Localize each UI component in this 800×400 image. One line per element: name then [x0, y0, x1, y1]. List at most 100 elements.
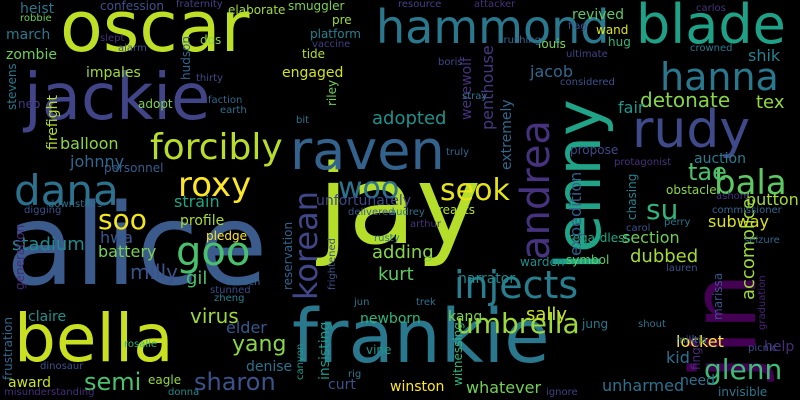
- word-umbrella: umbrella: [456, 307, 580, 340]
- word-marissa: marissa: [711, 272, 725, 320]
- word-stray: stray: [462, 91, 488, 102]
- word-winston: winston: [390, 379, 445, 395]
- word-detonate: detonate: [640, 88, 731, 112]
- word-rusty: rusty: [374, 233, 400, 244]
- word-frankie: frankie: [292, 294, 550, 380]
- word-dos: dos: [200, 33, 222, 47]
- word-forcibly: forcibly: [150, 127, 283, 168]
- word-firefight: firefight: [45, 95, 61, 150]
- word-johnny: johnny: [70, 152, 125, 171]
- word-bala: bala: [714, 163, 787, 203]
- word-lauren: lauren: [666, 263, 698, 274]
- word-hanna: hanna: [660, 55, 779, 99]
- word-stevens: stevens: [5, 63, 19, 110]
- word-truly: truly: [446, 147, 470, 158]
- word-stadium: stadium: [12, 234, 85, 255]
- word-dinosaur: dinosaur: [40, 361, 84, 372]
- word-militia: militia: [676, 335, 707, 346]
- word-kid: kid: [666, 348, 690, 367]
- word-auction: auction: [694, 151, 746, 167]
- word-narrator: narrator: [458, 271, 516, 287]
- word-penthouse: penthouse: [478, 45, 497, 130]
- word-warden: warden: [520, 255, 565, 269]
- word-crushing: crushing: [498, 35, 541, 46]
- word-chasing: chasing: [625, 173, 639, 220]
- word-jay: jay: [318, 141, 482, 269]
- word-hudson: hudson: [179, 35, 193, 80]
- word-subway: subway: [708, 212, 769, 231]
- word-rudy: rudy: [632, 100, 751, 160]
- word-engaged: engaged: [282, 65, 344, 81]
- word-crowned: crowned: [690, 43, 733, 54]
- word-dubbed: dubbed: [630, 246, 699, 267]
- word-considered: considered: [560, 77, 615, 88]
- word-section: section: [622, 228, 680, 247]
- word-digging: digging: [24, 205, 62, 216]
- word-sharon: sharon: [194, 368, 276, 396]
- word-jung: jung: [582, 317, 609, 331]
- word-robbie: robbie: [20, 13, 52, 24]
- word-thirty: thirty: [196, 73, 223, 84]
- word-alarm: alarm: [118, 43, 147, 54]
- word-wand: wand: [596, 23, 629, 37]
- word-vaccine: vaccine: [312, 39, 351, 50]
- word-faction: faction: [208, 95, 243, 106]
- word-goo: goo: [176, 229, 251, 275]
- word-gil: gil: [186, 268, 208, 289]
- word-impales: impales: [86, 65, 141, 81]
- word-award: award: [8, 375, 52, 391]
- word-eagle: eagle: [148, 373, 182, 387]
- word-revived: revived: [572, 7, 625, 23]
- word-extremely: extremely: [499, 99, 515, 170]
- word-whatever: whatever: [466, 378, 542, 397]
- word-jun: jun: [354, 297, 370, 308]
- word-downstairs: downstairs: [48, 199, 103, 210]
- word-seizure: seizure: [744, 235, 780, 246]
- word-march: march: [6, 27, 51, 43]
- word-hwa: hwa: [100, 228, 134, 247]
- word-adopted: adopted: [372, 108, 447, 129]
- word-alice: alice: [6, 181, 268, 311]
- word-frightened: frightened: [327, 237, 338, 290]
- word-fraternity: fraternity: [176, 0, 223, 10]
- word-pledge: pledge: [206, 229, 247, 243]
- word-reservation: reservation: [281, 221, 295, 290]
- word-misunderstanding: misunderstanding: [4, 387, 95, 398]
- word-flag: flag: [568, 21, 587, 32]
- word-balloon: balloon: [60, 134, 119, 153]
- word-locket: locket: [676, 332, 724, 351]
- word-platform: platform: [310, 27, 361, 41]
- word-shout: shout: [638, 319, 666, 330]
- word-kurt: kurt: [378, 264, 414, 285]
- word-carlos: carlos: [696, 3, 726, 14]
- word-witnessing: witnessing: [451, 322, 465, 386]
- word-unharmed: unharmed: [602, 376, 685, 395]
- word-glenn: glenn: [704, 353, 783, 386]
- word-denise: denise: [246, 359, 293, 375]
- word-frustration: frustration: [1, 317, 15, 380]
- word-unfortunately: unfortunately: [316, 193, 412, 209]
- word-earth: earth: [220, 105, 247, 116]
- word-arthur: arthur: [410, 219, 441, 230]
- word-zombie: zombie: [6, 47, 57, 63]
- word-adopt: adopt: [138, 97, 173, 111]
- word-hammond: hammond: [376, 0, 610, 54]
- word-injects: injects: [454, 263, 579, 307]
- word-fair: fair: [618, 98, 645, 117]
- word-smuggler: smuggler: [288, 0, 345, 13]
- word-carol: carol: [626, 223, 651, 234]
- word-personnel: personnel: [104, 161, 164, 175]
- word-insisting: insisting: [317, 321, 333, 380]
- word-jackie: jackie: [24, 61, 211, 135]
- word-tex: tex: [756, 92, 785, 113]
- word-need: need: [680, 373, 715, 389]
- word-hug: hug: [608, 35, 631, 49]
- word-newborn: newborn: [360, 311, 421, 327]
- word-perry: perry: [664, 217, 691, 228]
- word-button: button: [746, 190, 799, 209]
- word-pre: pre: [332, 13, 352, 27]
- word-louis: louis: [538, 37, 566, 51]
- word-roxy: roxy: [178, 165, 252, 205]
- word-ignore: ignore: [546, 387, 578, 398]
